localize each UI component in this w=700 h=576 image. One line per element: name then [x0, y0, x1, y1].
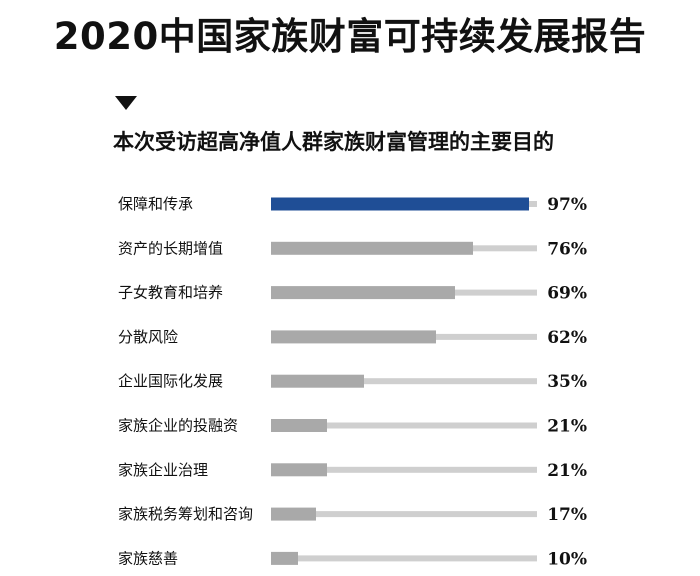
bar — [271, 241, 473, 255]
bar — [271, 286, 455, 300]
bar — [271, 374, 364, 388]
bar-track — [271, 422, 537, 429]
category-label: 家族慈善 — [118, 549, 178, 567]
category-label: 企业国际化发展 — [118, 372, 223, 390]
bar — [271, 330, 436, 344]
category-label: 分散风险 — [118, 328, 178, 346]
bar-track — [271, 555, 537, 562]
category-label: 家族企业治理 — [118, 461, 208, 479]
value-label: 10% — [547, 549, 587, 569]
category-label: 保障和传承 — [118, 195, 193, 213]
value-label: 97% — [547, 195, 587, 215]
value-label: 21% — [547, 417, 587, 437]
chart-title: 本次受访超高净值人群家族财富管理的主要目的 — [113, 130, 554, 154]
bar-track — [271, 466, 537, 473]
category-label: 资产的长期增值 — [118, 239, 223, 257]
value-label: 35% — [547, 372, 587, 392]
category-label: 家族税务筹划和咨询 — [118, 505, 253, 523]
triangle-marker-icon — [115, 96, 137, 110]
value-label: 21% — [547, 461, 587, 481]
bar-track — [271, 378, 537, 385]
bar — [271, 463, 327, 477]
bar — [271, 507, 316, 521]
value-label: 62% — [547, 328, 587, 348]
bar — [271, 419, 327, 432]
bar — [271, 551, 298, 565]
value-label: 17% — [547, 505, 587, 525]
bar — [271, 197, 529, 211]
value-label: 69% — [547, 284, 587, 304]
category-label: 家族企业的投融资 — [118, 417, 238, 435]
value-label: 76% — [547, 239, 587, 259]
category-label: 子女教育和培养 — [118, 284, 223, 302]
bar-track — [271, 511, 537, 518]
page-title: 2020中国家族财富可持续发展报告 — [53, 15, 647, 58]
